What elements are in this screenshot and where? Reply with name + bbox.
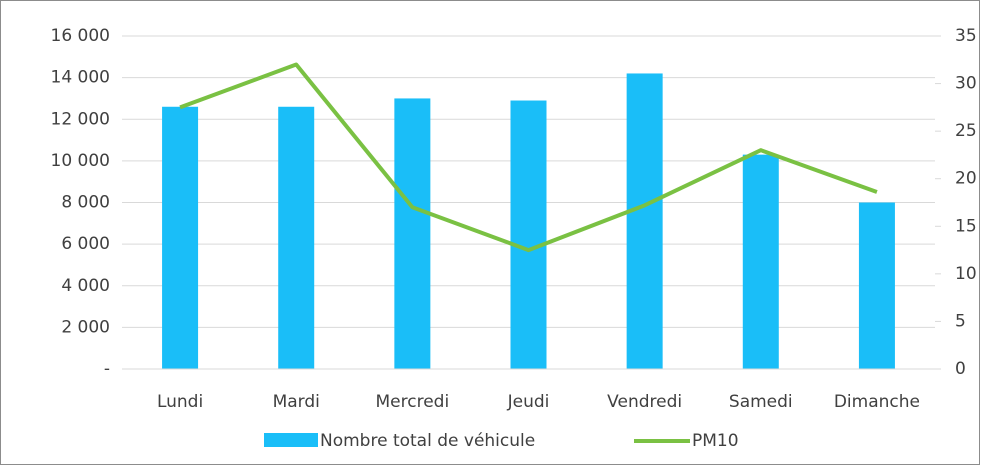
y2-tick-label: 10	[955, 264, 977, 284]
x-tick-label: Lundi	[157, 392, 203, 412]
y2-tick-label: 30	[955, 74, 977, 94]
bar	[394, 98, 431, 369]
y-tick-label: 14 000	[51, 68, 110, 88]
x-tick-label: Mardi	[273, 392, 320, 412]
bar	[162, 106, 199, 369]
bar	[278, 106, 315, 369]
x-tick-label: Mercredi	[376, 392, 450, 412]
legend-swatch	[264, 433, 318, 447]
y-tick-label: 16 000	[51, 26, 110, 46]
y-tick-label: 6 000	[61, 234, 110, 254]
x-tick-label: Dimanche	[834, 392, 920, 412]
bar	[742, 154, 779, 369]
y-tick-label: -	[104, 359, 110, 379]
y2-tick-label: 0	[955, 359, 966, 379]
bar	[510, 100, 547, 370]
y-tick-label: 2 000	[61, 317, 110, 337]
y-tick-label: 10 000	[51, 151, 110, 171]
y-tick-label: 12 000	[51, 109, 110, 129]
x-tick-label: Samedi	[729, 392, 793, 412]
bar	[858, 202, 895, 369]
y2-tick-label: 5	[955, 311, 966, 331]
x-tick-label: Vendredi	[607, 392, 682, 412]
legend-label: PM10	[692, 431, 739, 451]
y2-tick-label: 35	[955, 26, 977, 46]
x-tick-label: Jeudi	[507, 392, 550, 412]
y2-tick-label: 25	[955, 121, 977, 141]
y2-tick-label: 20	[955, 169, 977, 189]
y2-tick-label: 15	[955, 216, 977, 236]
y-tick-label: 8 000	[61, 193, 110, 213]
y-tick-label: 4 000	[61, 276, 110, 296]
bar	[626, 73, 663, 370]
line	[179, 62, 878, 253]
legend-label: Nombre total de véhicule	[320, 431, 535, 451]
